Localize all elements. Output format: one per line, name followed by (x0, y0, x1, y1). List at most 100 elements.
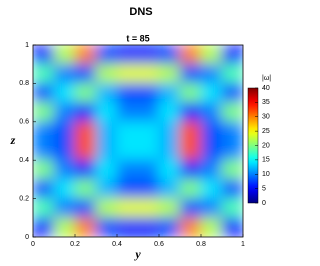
heatmap-cell (200, 140, 223, 161)
heatmap-cell (158, 63, 181, 84)
y-tick-label: 0.6 (19, 119, 29, 126)
chart-subtitle: t = 85 (126, 33, 149, 43)
heatmap-cell (33, 159, 55, 180)
heatmap-cell (53, 140, 76, 161)
heatmap-cell (33, 198, 55, 219)
y-tick-label: 0.2 (19, 195, 29, 202)
y-axis-label: z (10, 133, 16, 147)
y-tick-label: 0.8 (19, 80, 29, 87)
x-tick-label: 0.4 (112, 241, 122, 248)
heatmap-cell (116, 102, 139, 123)
heatmap-cell (33, 45, 55, 65)
x-axis-label: y (133, 247, 141, 261)
heatmap-cell (53, 45, 76, 65)
chart: DNS t = 85 y z |ω| 0 0.2 0.4 0.6 0.8 100.20.4… (10, 6, 272, 261)
colorbar-tick-label: 15 (262, 157, 270, 164)
heatmap-cell (53, 102, 76, 123)
heatmap-cell (158, 121, 181, 142)
heatmap-cell (221, 63, 243, 84)
x-tick-label: 0.2 (70, 241, 80, 248)
colorbar-tick-label: 10 (262, 171, 270, 178)
y-tick-label: 1 (25, 42, 29, 49)
heatmap-cell (95, 102, 118, 123)
heatmap-cell (200, 178, 223, 200)
heatmap-cell (137, 140, 160, 161)
x-tick-label: 0.8 (196, 241, 206, 248)
y-tick-label: 0.4 (19, 157, 29, 164)
x-tick-label: 0.6 (154, 241, 164, 248)
colorbar-tick-label: 20 (262, 142, 270, 149)
heatmap-cell (158, 45, 181, 65)
heatmap-cell (74, 217, 97, 237)
heatmap-cell (200, 82, 223, 104)
heatmap-cell (179, 198, 202, 219)
heatmap-cell (53, 82, 76, 104)
colorbar-tick-label: 40 (262, 85, 270, 92)
heatmap-cell (53, 63, 76, 84)
heatmap-cell (33, 82, 55, 104)
heatmap-cell (179, 45, 202, 65)
colorbar-tick-label: 25 (262, 128, 270, 135)
heatmap-cell (137, 82, 160, 104)
heatmap-cell (200, 45, 223, 65)
heatmap-cell (53, 198, 76, 219)
plot-frame (32, 44, 244, 238)
heatmap-cell (53, 121, 76, 142)
heatmap-cell (221, 178, 243, 200)
heatmap-cell (137, 45, 160, 65)
colorbar-tick-label: 5 (262, 185, 266, 192)
heatmap-cell (137, 217, 160, 237)
heatmap-cell (74, 82, 97, 104)
heatmap-cell (200, 217, 223, 237)
heatmap-cell (200, 159, 223, 180)
heatmap-cell (221, 159, 243, 180)
heatmap-cell (158, 102, 181, 123)
heatmap-cell (95, 140, 118, 161)
heatmap-cell (74, 198, 97, 219)
heatmap-cell (221, 198, 243, 219)
heatmap-cell (95, 45, 118, 65)
heatmap-cell (158, 82, 181, 104)
heatmap-cell (179, 217, 202, 237)
heatmap-cell (95, 178, 118, 200)
heatmap-cell (200, 121, 223, 142)
heatmap-cell (200, 63, 223, 84)
heatmap-cell (137, 198, 160, 219)
heatmap-cell (200, 198, 223, 219)
heatmap-cell (53, 159, 76, 180)
heatmap-cell (221, 102, 243, 123)
heatmap-cell (221, 121, 243, 142)
heatmap-cell (137, 102, 160, 123)
heatmap-cell (221, 217, 243, 237)
heatmap-cell (116, 140, 139, 161)
x-tick-label: 1 (241, 241, 245, 248)
heatmap-cell (137, 121, 160, 142)
heatmap-cell (221, 45, 243, 65)
colorbar-tick-label: 0 (262, 200, 266, 207)
heatmap-cell (200, 102, 223, 123)
colorbar-label: |ω| (262, 75, 271, 82)
heatmap-cell (179, 121, 202, 142)
heatmap-cell (158, 140, 181, 161)
heatmap-cell (158, 217, 181, 237)
heatmap (33, 45, 243, 237)
heatmap-cell (95, 198, 118, 219)
heatmap-cell (95, 82, 118, 104)
heatmap-cell (95, 217, 118, 237)
heatmap-cell (158, 178, 181, 200)
heatmap-cell (116, 45, 139, 65)
heatmap-cell (116, 82, 139, 104)
heatmap-cell (74, 63, 97, 84)
heatmap-cell (179, 159, 202, 180)
heatmap-cell (179, 82, 202, 104)
heatmap-cell (33, 63, 55, 84)
heatmap-cell (158, 198, 181, 219)
heatmap-cell (53, 217, 76, 237)
heatmap-cell (137, 178, 160, 200)
heatmap-cell (74, 140, 97, 161)
heatmap-cell (74, 102, 97, 123)
heatmap-cell (95, 63, 118, 84)
heatmap-cell (53, 178, 76, 200)
heatmap-cell (33, 217, 55, 237)
